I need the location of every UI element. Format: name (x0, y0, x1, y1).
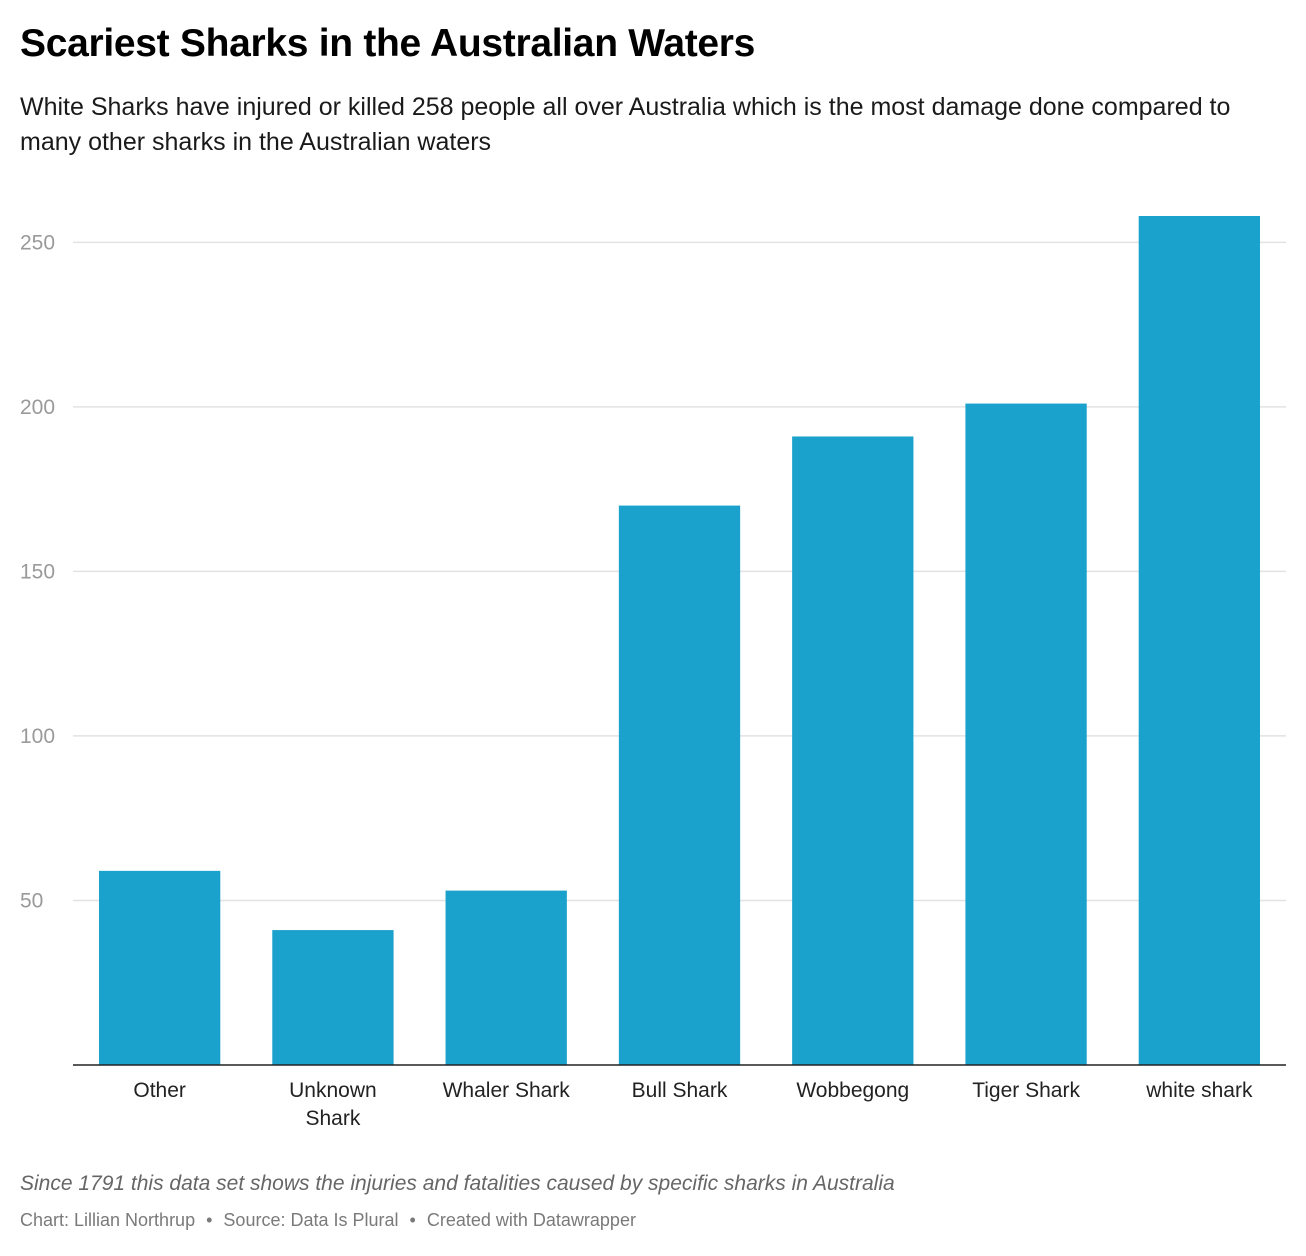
x-category-label: Unknown Shark (289, 1079, 377, 1130)
x-category-label: Tiger Shark (972, 1079, 1080, 1102)
y-axis-ticks: 50 100 150 200 250 (20, 231, 55, 912)
bars (98, 216, 1261, 1065)
y-tick-label: 50 (20, 889, 43, 912)
x-category-label: Other (133, 1079, 186, 1102)
y-tick-label: 150 (20, 560, 55, 583)
bar (965, 403, 1087, 1065)
credit-text: Chart: Lillian Northrup (20, 1210, 196, 1230)
y-tick-label: 100 (20, 725, 55, 748)
x-axis-labels: Other Unknown Shark Whaler Shark Bull Shark W… (133, 1079, 1253, 1130)
x-category-label: Wobbegong (796, 1079, 909, 1102)
x-category-label: white shark (1145, 1079, 1253, 1102)
chart-notes: Since 1791 this data set shows the injur… (20, 1172, 895, 1195)
bar (98, 870, 221, 1065)
bar-chart: 50 100 150 200 250 Other Unknown Shark Whaler S… (20, 216, 1286, 1130)
bar (792, 436, 914, 1065)
chart-title: Scariest Sharks in the Australian Waters (20, 22, 756, 65)
separator-dot: • (409, 1210, 416, 1230)
tool-credit-text: Created with Datawrapper (426, 1210, 636, 1230)
source-text: Source: Data Is Plural (223, 1210, 399, 1230)
y-tick-label: 250 (20, 231, 55, 254)
bar (272, 930, 394, 1065)
y-tick-label: 200 (20, 396, 55, 419)
separator-dot: • (206, 1210, 213, 1230)
x-category-label: Bull Shark (632, 1079, 728, 1102)
chart-subtitle: White Sharks have injured or killed 258 … (20, 93, 1231, 156)
bar (445, 890, 567, 1065)
bar (1138, 216, 1261, 1065)
chart-footer: Chart: Lillian Northrup • Source: Data I… (20, 1210, 636, 1231)
x-category-label: Whaler Shark (443, 1079, 571, 1102)
bar (618, 505, 741, 1065)
